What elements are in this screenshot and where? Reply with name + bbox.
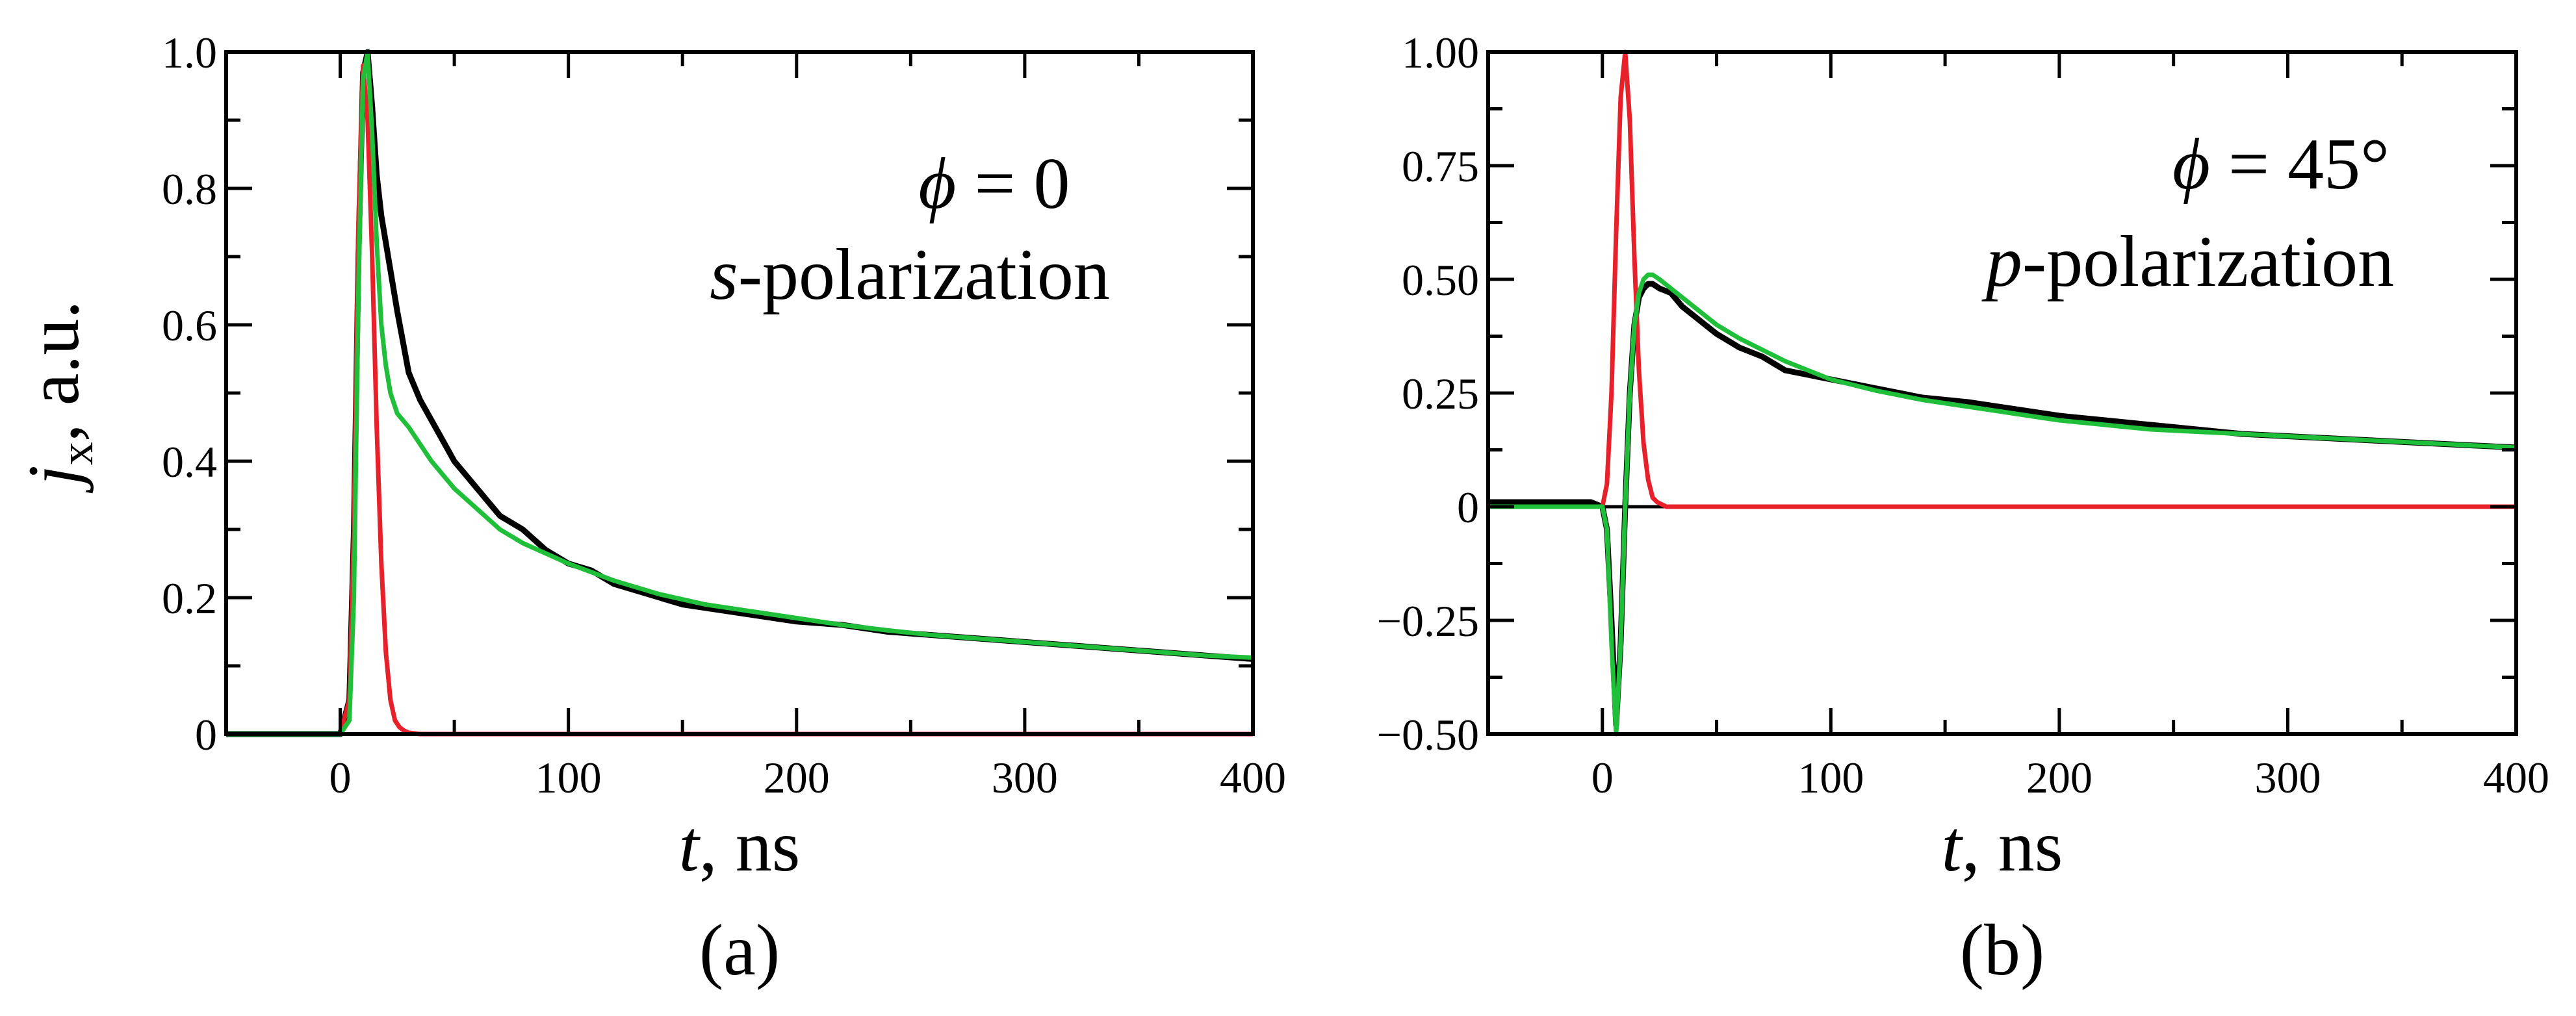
y-tick-label: 0 — [195, 710, 217, 759]
y-tick-label: 0.2 — [162, 574, 217, 623]
x-tick-label: 400 — [2483, 753, 2549, 802]
y-axis-subscript: x — [51, 442, 103, 465]
x-tick-label: 0 — [1591, 753, 1614, 802]
series-black — [226, 49, 1254, 737]
polarization-text: -polarization — [2022, 222, 2394, 302]
x-tick-label: 300 — [992, 753, 1058, 802]
x-axis-var: t — [1942, 806, 1964, 887]
annotation-angle: ϕ = 0 — [918, 144, 1070, 224]
y-axis-var: j — [14, 465, 94, 493]
x-tick-label: 300 — [2254, 753, 2321, 802]
x-axis-label: t, ns — [1942, 806, 2063, 887]
phi-symbol: ϕ — [2172, 124, 2210, 205]
y-tick-label: 1.00 — [1402, 28, 1479, 77]
y-tick-label: 0.6 — [162, 301, 217, 350]
x-tick-label: 100 — [535, 753, 602, 802]
x-axis-unit: , ns — [699, 806, 801, 887]
series-green — [226, 49, 1254, 737]
y-tick-label: 1.0 — [162, 28, 217, 77]
angle-value: = 0 — [956, 144, 1070, 224]
x-tick-label: 200 — [764, 753, 830, 802]
annotation-polarization: p-polarization — [1981, 222, 2394, 302]
series-red — [226, 63, 1253, 737]
phi-symbol: ϕ — [918, 144, 956, 224]
series-green — [1488, 272, 2517, 737]
angle-value: = 45° — [2210, 124, 2389, 205]
panel-b: 0 100 200 300 400 −0.50 −0.25 0 0.25 0.50 0.75 1.00… — [1377, 28, 2549, 991]
y-tick-label: 0.75 — [1402, 142, 1479, 191]
y-tick-label: −0.50 — [1377, 710, 1479, 759]
panel-label: (a) — [699, 910, 780, 991]
panel-a: 0 100 200 300 400 0 0.2 0.4 0.6 0.8 1.0 t, ns (a) ϕ =… — [14, 28, 1286, 991]
polarization-var: p — [1981, 222, 2022, 302]
x-tick-label: 200 — [2026, 753, 2093, 802]
y-tick-label: 0.4 — [162, 437, 217, 487]
y-axis-label: jx, a.u. — [14, 301, 103, 494]
annotation-angle: ϕ = 45° — [2172, 124, 2389, 205]
y-tick-label: 0.8 — [162, 164, 217, 214]
plot-frame — [224, 50, 1255, 736]
annotation-polarization: s-polarization — [710, 235, 1110, 315]
y-tick-label: 0 — [1457, 483, 1479, 532]
y-tick-label: 0.50 — [1402, 255, 1479, 305]
y-tick-label: −0.25 — [1377, 596, 1479, 646]
x-axis-label: t, ns — [679, 806, 801, 887]
series-red — [1488, 49, 2516, 509]
x-tick-label: 400 — [1220, 753, 1286, 802]
y-axis-unit: , a.u. — [14, 301, 94, 442]
y-tick-label: 0.25 — [1402, 369, 1479, 418]
panel-label: (b) — [1960, 910, 2045, 991]
polarization-var: s — [710, 235, 738, 315]
polarization-text: -polarization — [738, 235, 1110, 315]
x-tick-label: 100 — [1797, 753, 1864, 802]
x-axis-var: t — [679, 806, 701, 887]
x-tick-label: 0 — [329, 753, 352, 802]
x-axis-unit: , ns — [1962, 806, 2063, 887]
